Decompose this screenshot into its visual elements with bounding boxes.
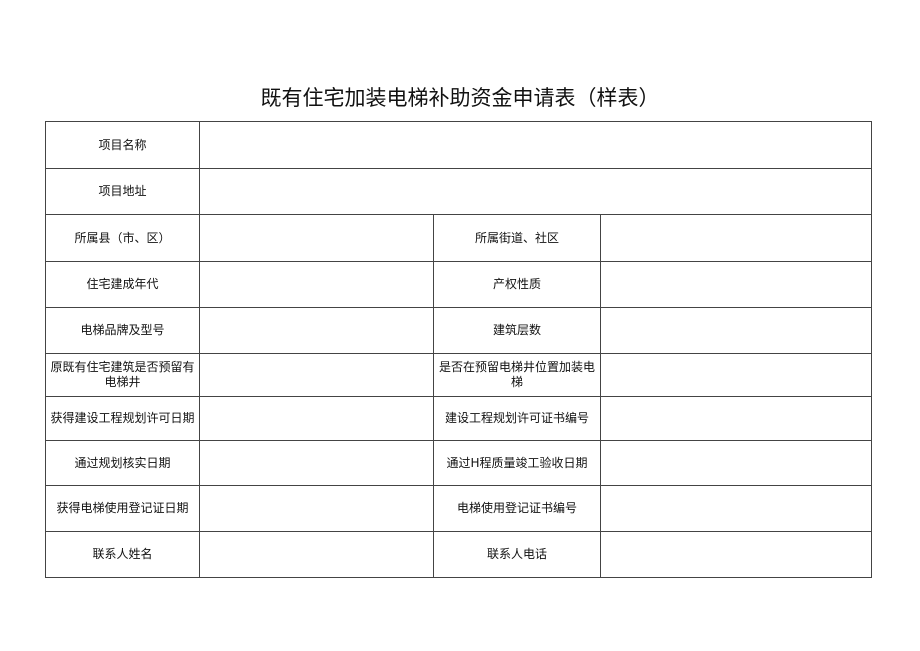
form-row: 联系人姓名 联系人电话 (45, 531, 873, 578)
field-value[interactable] (599, 214, 873, 262)
field-label: 原既有住宅建筑是否预留有电梯井 (45, 353, 200, 397)
field-value[interactable] (599, 353, 873, 397)
field-label: 住宅建成年代 (45, 261, 200, 308)
field-label: 建设工程规划许可证书编号 (433, 396, 601, 441)
field-label: 联系人姓名 (45, 531, 200, 578)
field-value[interactable] (199, 353, 434, 397)
field-value[interactable] (599, 396, 873, 441)
form-row: 所属县（市、区） 所属街道、社区 (45, 214, 873, 262)
field-label: 产权性质 (433, 261, 601, 308)
field-value[interactable] (199, 440, 434, 486)
field-label: 通过规划核实日期 (45, 440, 200, 486)
field-label: 是否在预留电梯井位置加装电梯 (433, 353, 601, 397)
field-label: 电梯使用登记证书编号 (433, 485, 601, 532)
form-row: 项目名称 (45, 121, 873, 169)
field-label: 项目地址 (45, 168, 200, 215)
field-label: 项目名称 (45, 121, 200, 169)
field-label: 电梯品牌及型号 (45, 307, 200, 354)
field-label: 所属县（市、区） (45, 214, 200, 262)
form-row: 项目地址 (45, 168, 873, 215)
field-value[interactable] (599, 261, 873, 308)
field-value[interactable] (599, 307, 873, 354)
form-row: 原既有住宅建筑是否预留有电梯井 是否在预留电梯井位置加装电梯 (45, 353, 873, 397)
form-row: 电梯品牌及型号 建筑层数 (45, 307, 873, 354)
field-label: 通过H程质量竣工验收日期 (433, 440, 601, 486)
field-value[interactable] (199, 485, 434, 532)
field-value[interactable] (199, 261, 434, 308)
form-row: 住宅建成年代 产权性质 (45, 261, 873, 308)
field-value[interactable] (599, 440, 873, 486)
form-row: 通过规划核实日期 通过H程质量竣工验收日期 (45, 440, 873, 486)
field-label: 建筑层数 (433, 307, 601, 354)
field-value[interactable] (199, 531, 434, 578)
form-row: 获得电梯使用登记证日期 电梯使用登记证书编号 (45, 485, 873, 532)
form-title: 既有住宅加装电梯补助资金申请表（样表） (260, 86, 660, 110)
form-row: 获得建设工程规划许可日期 建设工程规划许可证书编号 (45, 396, 873, 441)
field-value[interactable] (599, 485, 873, 532)
field-value[interactable] (199, 307, 434, 354)
field-value[interactable] (199, 214, 434, 262)
field-value[interactable] (198, 121, 873, 169)
field-label: 获得电梯使用登记证日期 (45, 485, 200, 532)
field-value[interactable] (599, 531, 873, 578)
field-label: 联系人电话 (433, 531, 601, 578)
field-label: 获得建设工程规划许可日期 (45, 396, 200, 441)
field-value[interactable] (198, 168, 873, 215)
application-form-table: 项目名称 项目地址 所属县（市、区） 所属街道、社区 住宅建成年代 产权性质 电梯品牌及型号… (45, 121, 873, 578)
field-value[interactable] (199, 396, 434, 441)
field-label: 所属街道、社区 (433, 214, 601, 262)
